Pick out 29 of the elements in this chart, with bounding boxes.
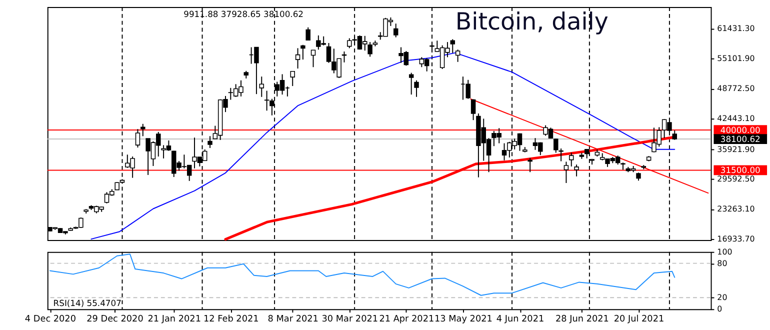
y-tick-label: 29592.50 [717,174,755,184]
y-tick-label: 42443.10 [717,114,755,123]
y-tick-label: 16933.70 [717,234,755,244]
x-tick-label: 21 Jan 2021 [148,314,201,324]
y-tick-label: 48772.50 [717,84,755,93]
y-tick-label: 100 [717,247,732,256]
y-tick-label: 55101.90 [717,54,755,64]
y-tick-label: 23263.10 [717,204,755,214]
annotation: 9911.88 37928.65 38100.62 [184,8,304,19]
chart-title: Bitcoin, daily [455,8,608,36]
y-tick-label: 0 [717,304,722,314]
x-tick-label: 20 Jul 2021 [614,314,664,324]
x-tick-label: 13 May 2021 [434,314,492,324]
y-tick-label: 35921.90 [717,144,755,154]
x-tick-label: 4 Jun 2021 [496,314,544,324]
x-tick-label: 4 Dec 2020 [24,314,76,324]
ref-line-label: 31500.00 [720,165,760,176]
y-tick-label: 61431.30 [717,24,755,34]
y-tick-label: 80 [717,258,728,268]
x-tick-label: 28 Jun 2021 [556,314,609,324]
ref-line-label: 40000.00 [720,124,760,135]
x-tick-label: 30 Mar 2021 [322,314,378,324]
x-tick-label: 8 Mar 2021 [268,314,318,324]
y-tick-label: 20 [717,293,728,302]
x-tick-label: 29 Dec 2020 [86,314,144,324]
x-tick-label: 21 Apr 2021 [379,314,434,324]
ref-line-label: 38100.62 [720,134,760,144]
x-tick-label: 12 Feb 2021 [204,314,259,324]
annotation: RSI(14) 55.4707 [53,298,122,308]
